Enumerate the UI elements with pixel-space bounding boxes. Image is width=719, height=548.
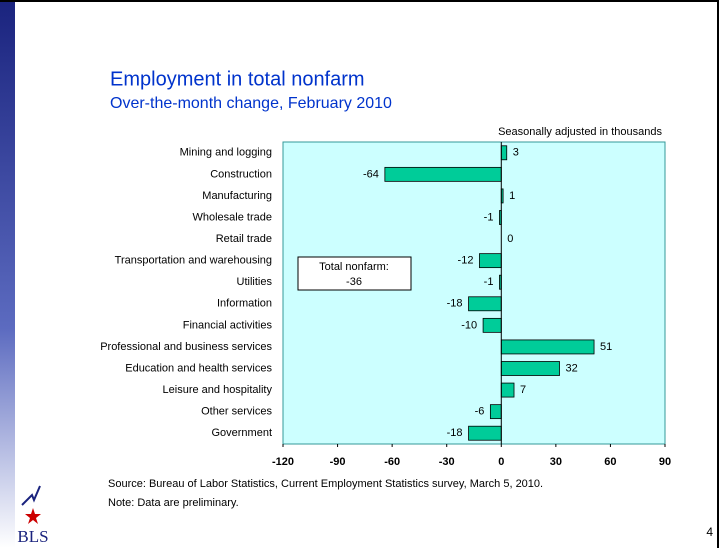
annotation: Total nonfarm: -36: [297, 256, 412, 291]
y-tick-label: Education and health services: [125, 362, 272, 374]
bar: [468, 296, 502, 312]
value-label: 51: [600, 341, 612, 353]
y-tick-label: Leisure and hospitality: [163, 384, 273, 396]
value-label: -6: [475, 406, 485, 418]
value-label: -10: [461, 319, 477, 331]
value-label: 0: [507, 233, 513, 245]
annotation-box: [297, 256, 412, 291]
logo-text: BLS: [17, 527, 48, 546]
value-label: -1: [484, 276, 494, 288]
plot-area: [282, 141, 666, 445]
x-tick-label: 60: [604, 456, 616, 468]
y-tick-label: Information: [217, 298, 272, 310]
x-tick-label: 0: [498, 456, 504, 468]
logo-star: [25, 508, 41, 524]
value-label: -18: [447, 298, 463, 310]
logo-line: [21, 485, 41, 506]
value-label: 7: [520, 384, 526, 396]
y-tick-label: Mining and logging: [180, 147, 272, 159]
y-tick-label: Manufacturing: [202, 190, 272, 202]
y-tick-label: Government: [211, 427, 272, 439]
bar: [500, 339, 595, 355]
value-label: -1: [484, 211, 494, 223]
logo: BLS: [17, 485, 49, 546]
bar: [384, 166, 502, 182]
x-tick-label: -120: [272, 456, 294, 468]
x-tick-label: 90: [659, 456, 671, 468]
bar: [500, 145, 508, 161]
chart-title: Employment in total nonfarm: [110, 68, 365, 90]
note: Note: Data are preliminary.: [108, 497, 239, 509]
x-tick-label: 30: [550, 456, 562, 468]
x-tick-label: -60: [384, 456, 400, 468]
y-tick-label: Transportation and warehousing: [115, 255, 272, 267]
value-label: -12: [458, 255, 474, 267]
bar: [479, 253, 502, 269]
y-tick-label: Utilities: [237, 276, 273, 288]
value-label: 32: [565, 362, 577, 374]
value-label: -64: [363, 168, 379, 180]
unit-note: Seasonally adjusted in thousands: [498, 126, 662, 138]
annotation-value: -36: [346, 276, 362, 288]
source: Source: Bureau of Labor Statistics, Curr…: [108, 478, 543, 490]
bar: [468, 425, 502, 441]
y-tick-label: Retail trade: [216, 233, 272, 245]
y-tick-label: Other services: [201, 406, 272, 418]
annotation-label: Total nonfarm:: [319, 261, 389, 273]
page-number: 4: [706, 525, 713, 539]
value-label: 1: [509, 190, 515, 202]
y-tick-label: Financial activities: [183, 319, 273, 331]
value-label: 3: [513, 147, 519, 159]
y-tick-label: Construction: [210, 168, 272, 180]
chart-subtitle: Over-the-month change, February 2010: [110, 95, 392, 112]
bar: [500, 382, 515, 398]
value-label: -18: [447, 427, 463, 439]
bar: [482, 317, 502, 333]
x-tick-label: -30: [439, 456, 455, 468]
bar: [489, 404, 502, 420]
y-tick-label: Professional and business services: [100, 341, 272, 353]
y-tick-label: Wholesale trade: [193, 211, 273, 223]
side-bar: [0, 0, 15, 548]
x-tick-label: -90: [330, 456, 346, 468]
bar: [500, 361, 560, 376]
